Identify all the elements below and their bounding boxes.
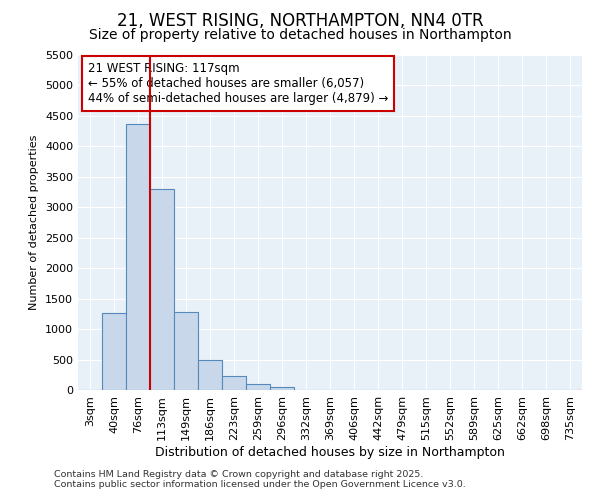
Text: Contains HM Land Registry data © Crown copyright and database right 2025.
Contai: Contains HM Land Registry data © Crown c… [54,470,466,489]
Bar [270,386,294,390]
Y-axis label: Number of detached properties: Number of detached properties [29,135,40,310]
Text: 21, WEST RISING, NORTHAMPTON, NN4 0TR: 21, WEST RISING, NORTHAMPTON, NN4 0TR [116,12,484,30]
Text: Size of property relative to detached houses in Northampton: Size of property relative to detached ho… [89,28,511,42]
Bar [174,312,198,390]
Bar [102,312,126,390]
Text: 21 WEST RISING: 117sqm
← 55% of detached houses are smaller (6,057)
44% of semi-: 21 WEST RISING: 117sqm ← 55% of detached… [88,62,388,104]
Bar [150,189,174,390]
Bar [246,384,270,390]
Bar [198,360,222,390]
Bar [126,124,150,390]
X-axis label: Distribution of detached houses by size in Northampton: Distribution of detached houses by size … [155,446,505,458]
Bar [222,376,246,390]
